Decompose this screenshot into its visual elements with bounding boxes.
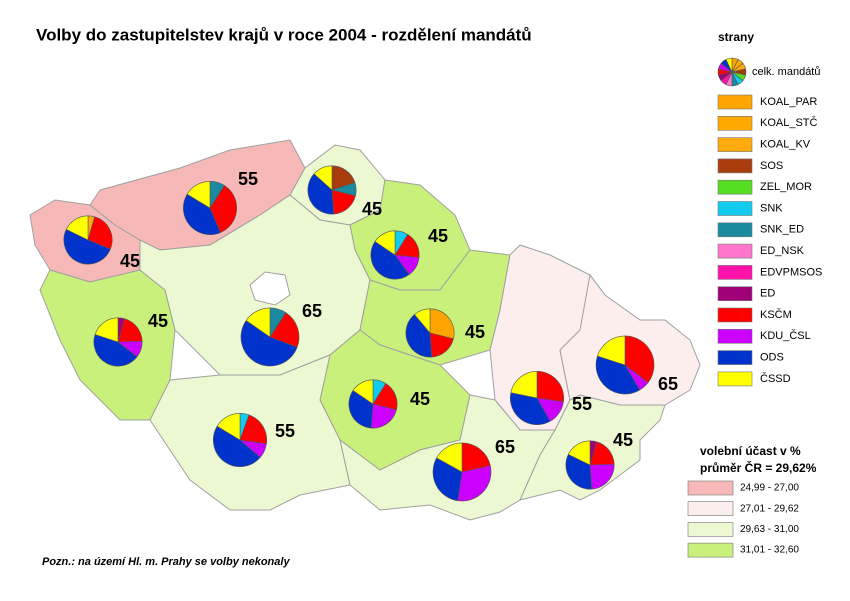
turnout-swatch xyxy=(687,542,734,558)
legend-label: KSČM xyxy=(760,308,792,321)
legend-swatch xyxy=(717,201,753,216)
pie-slice xyxy=(269,312,300,348)
turnout-subtitle: průměr ČR = 29,62% xyxy=(700,460,817,475)
seat-count: 65 xyxy=(302,301,322,321)
pie-slice xyxy=(183,193,221,235)
pie-slice xyxy=(589,463,615,490)
seat-count: 65 xyxy=(495,437,515,457)
seat-count: 45 xyxy=(410,389,430,409)
prague xyxy=(249,271,291,306)
legend-swatch xyxy=(717,371,753,387)
pies: 45 55 45 45 45 65 45 55 65 45 55 65 45 xyxy=(63,165,678,502)
seat-count: 55 xyxy=(238,169,258,189)
pie-slice xyxy=(429,308,455,340)
legend-label: SNK xyxy=(760,202,783,214)
pie-slice xyxy=(63,229,111,265)
pie-slice xyxy=(510,371,538,399)
pie-slice xyxy=(313,165,333,191)
legend-label: EDVPMSOS xyxy=(760,266,822,278)
pie-slice xyxy=(370,241,410,280)
legend-swatch xyxy=(717,116,753,131)
pie-slice xyxy=(374,230,396,256)
legend-pie-icon xyxy=(725,57,733,73)
legend-label: KDU_ČSL xyxy=(760,329,811,342)
turnout-label: 31,01 - 32,60 xyxy=(740,545,799,556)
pie-slice xyxy=(436,442,463,473)
seat-count: 65 xyxy=(658,374,678,394)
turnout-swatch xyxy=(687,501,734,517)
legend-pie-label: celk. mandátů xyxy=(752,66,820,78)
pie-slice xyxy=(595,355,641,395)
legend-label: ZEL_MOR xyxy=(760,181,812,193)
legend-swatch xyxy=(717,265,753,280)
legend-label: SNK_ED xyxy=(760,224,804,236)
seat-count: 55 xyxy=(275,421,295,441)
pie-slice xyxy=(87,216,113,250)
legend-swatch xyxy=(717,243,753,259)
turnout-swatch xyxy=(687,522,734,537)
pie-slice xyxy=(510,392,551,425)
pie-slice xyxy=(457,465,492,502)
seat-count: 45 xyxy=(613,430,633,450)
seat-count: 45 xyxy=(120,251,140,271)
map-title: Volby do zastupitelstev krajů v roce 200… xyxy=(36,25,532,44)
legend-label: ODS xyxy=(760,352,784,364)
legend-swatch xyxy=(717,179,753,195)
legend-title: strany xyxy=(718,30,754,44)
pie-slice xyxy=(240,320,298,367)
note: Pozn.: na území Hl. m. Prahy se volby ne… xyxy=(42,556,290,568)
legend-swatch xyxy=(717,307,753,323)
turnout-label: 27,01 - 29,62 xyxy=(740,503,799,514)
pie-slice xyxy=(461,442,491,473)
legend-swatch xyxy=(717,286,753,302)
pie-slice xyxy=(94,317,119,343)
turnout-title: volební účast v % xyxy=(700,444,801,458)
legend-label: ED xyxy=(760,288,775,300)
pie-slice xyxy=(414,308,431,334)
legend-swatch xyxy=(717,158,753,174)
legend-label: SOS xyxy=(760,160,783,172)
legend-swatch xyxy=(717,94,753,110)
seat-count: 45 xyxy=(148,311,168,331)
pie-slice xyxy=(245,307,271,338)
pie-slice xyxy=(567,440,591,466)
turnout-label: 24,99 - 27,00 xyxy=(740,483,799,494)
pie-slice xyxy=(65,215,89,241)
turnout-swatch xyxy=(687,480,734,496)
legend-label: ED_NSK xyxy=(760,245,805,257)
legend-label: KOAL_STČ xyxy=(760,116,818,129)
seat-count: 45 xyxy=(465,322,485,342)
pie-slice xyxy=(536,371,564,403)
pie-slice xyxy=(348,390,374,429)
pie-slice xyxy=(213,425,261,467)
pie-slice xyxy=(239,414,267,445)
turnout-label: 29,63 - 31,00 xyxy=(740,524,799,535)
pie-slice xyxy=(405,314,433,358)
pie-slice xyxy=(432,457,463,502)
legend-swatch xyxy=(717,350,753,365)
seat-count: 45 xyxy=(362,199,382,219)
legend-label: KOAL_KV xyxy=(760,139,811,151)
pie-slice xyxy=(93,334,138,367)
legend-swatch xyxy=(717,328,753,344)
pie-slice xyxy=(624,335,655,384)
pie-slice xyxy=(209,185,237,233)
pie-slice xyxy=(597,335,626,366)
legend-swatch xyxy=(717,137,753,152)
pie-slice xyxy=(352,379,374,405)
pie-slice xyxy=(307,173,335,215)
legend-label: ČSSD xyxy=(760,372,791,385)
seat-count: 55 xyxy=(572,394,592,414)
seat-count: 45 xyxy=(428,226,448,246)
pie-slice xyxy=(216,413,241,441)
pie-slice xyxy=(565,454,593,490)
pie-slice xyxy=(370,403,397,429)
legend-swatch xyxy=(717,222,753,238)
legend-label: KOAL_PAR xyxy=(760,96,817,108)
pie-slice xyxy=(186,181,211,209)
